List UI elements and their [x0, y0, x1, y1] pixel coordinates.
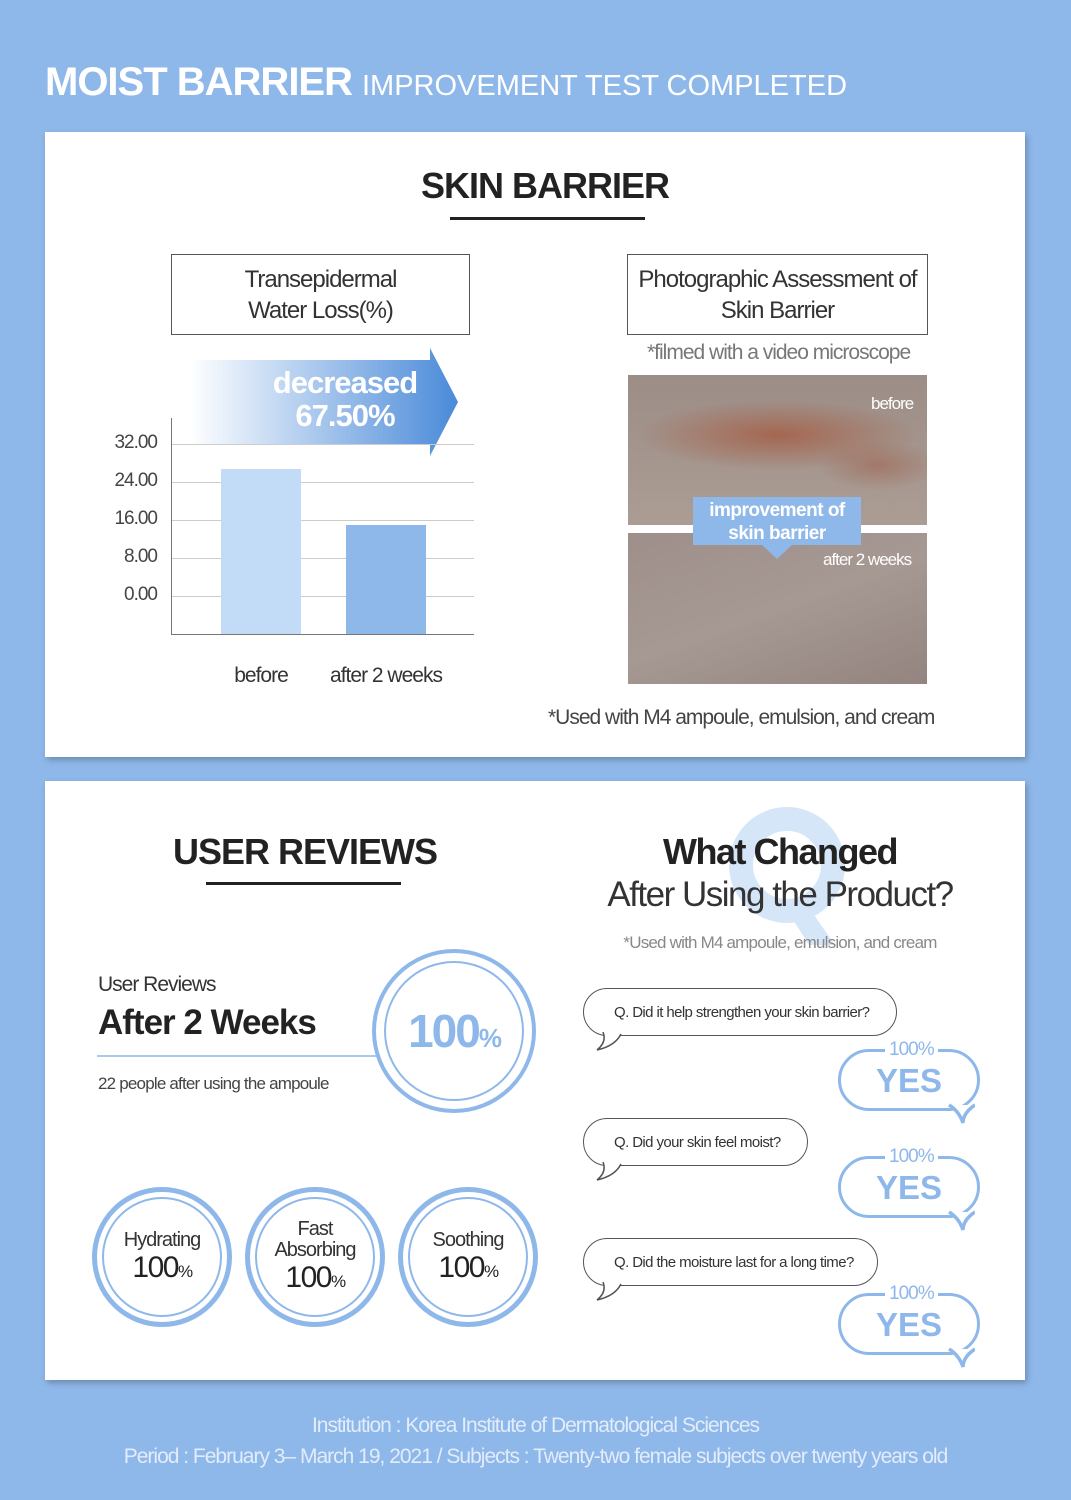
- badge-label: Fast: [297, 1218, 334, 1240]
- question-text: Q. Did it help strengthen your skin barr…: [614, 1003, 870, 1021]
- y-axis: [171, 418, 172, 635]
- survey-title-bold: What Changed: [663, 831, 898, 872]
- footer-period: Period : February 3– March 19, 2021 / Su…: [123, 1445, 949, 1468]
- photo-label-box: Photographic Assessment of Skin Barrier: [627, 254, 928, 335]
- gridline: [172, 444, 474, 445]
- arrow-line2: 67.50%: [295, 398, 395, 433]
- yes-text: YES: [875, 1306, 943, 1343]
- badge-pct: %: [483, 1261, 499, 1281]
- overall-value: 100: [408, 1005, 481, 1057]
- yes-text: YES: [875, 1062, 943, 1099]
- before-photo-label: before: [871, 394, 914, 413]
- x-label-before: before: [234, 664, 289, 687]
- badge-value: 100: [438, 1250, 485, 1284]
- overall-score: 100%: [408, 1004, 502, 1058]
- badge-label: Absorbing: [274, 1239, 356, 1261]
- reviews-people: 22 people after using the ampoule: [98, 1074, 329, 1093]
- reviews-title: USER REVIEWS: [172, 831, 438, 872]
- reviews-underline: [206, 882, 401, 885]
- photo-line2: Skin Barrier: [720, 296, 835, 324]
- yes-pct: 100%: [885, 1039, 938, 1061]
- photo-line1: Photographic Assessment of: [638, 265, 917, 293]
- reviews-period: After 2 Weeks: [98, 1003, 317, 1042]
- badge-score: 100%: [438, 1250, 499, 1285]
- y-tick-label: 24.00: [114, 470, 158, 491]
- yes-bubble: 100% YES: [838, 1283, 980, 1355]
- arrow-line1: decreased: [272, 365, 418, 400]
- question-text: Q. Did the moisture last for a long time…: [614, 1253, 854, 1271]
- x-axis: [171, 634, 474, 635]
- y-tick-label: 32.00: [114, 432, 158, 453]
- yes-tail-icon: [948, 1210, 975, 1231]
- yes-bubble: 100% YES: [838, 1146, 980, 1218]
- footer-institution: Institution : Korea Institute of Dermato…: [311, 1414, 760, 1437]
- survey-note: *Used with M4 ampoule, emulsion, and cre…: [623, 933, 937, 952]
- yes-text: YES: [875, 1169, 943, 1206]
- photo-note: *filmed with a video microscope: [647, 341, 911, 364]
- question-bubble: Q. Did the moisture last for a long time…: [583, 1238, 878, 1286]
- skin-barrier-card: SKIN BARRIER Transepidermal Water Loss(%)…: [45, 132, 1025, 757]
- title-underline: [450, 217, 645, 220]
- badge-line2: skin barrier: [728, 523, 826, 544]
- reviews-divider: [97, 1055, 377, 1057]
- decrease-arrow: [190, 348, 458, 456]
- gridline: [172, 558, 474, 559]
- overall-score-circle: 100%: [372, 949, 536, 1113]
- badge-circle: Hydrating 100%: [92, 1187, 232, 1327]
- question-text: Q. Did your skin feel moist?: [614, 1133, 781, 1151]
- badge-circle: Soothing 100%: [398, 1187, 538, 1327]
- yes-bubble: 100% YES: [838, 1039, 980, 1111]
- badge-arrow-icon: [762, 545, 792, 559]
- badge-score: 100%: [132, 1250, 193, 1285]
- gridline: [172, 596, 474, 597]
- user-reviews-card: USER REVIEWS User Reviews After 2 Weeks …: [45, 781, 1025, 1380]
- y-tick-label: 0.00: [124, 584, 158, 605]
- page-title: MOIST BARRIER IMPROVEMENT TEST COMPLETED: [45, 60, 847, 105]
- badge-pct: %: [177, 1261, 193, 1281]
- badge-value: 100: [132, 1250, 179, 1284]
- badge-pct: %: [330, 1272, 346, 1291]
- yes-pct: 100%: [885, 1146, 938, 1168]
- y-tick-label: 8.00: [124, 546, 158, 567]
- question-bubble: Q. Did your skin feel moist?: [583, 1118, 808, 1166]
- question-tail-icon: [596, 1162, 622, 1181]
- tewl-line2: Water Loss(%): [248, 296, 394, 324]
- gridline: [172, 520, 474, 521]
- question-bubble: Q. Did it help strengthen your skin barr…: [583, 988, 897, 1036]
- badge-value: 100: [285, 1261, 332, 1294]
- badge-label: Soothing: [432, 1228, 505, 1251]
- title-rest: IMPROVEMENT TEST COMPLETED: [362, 70, 848, 102]
- reviews-sub: User Reviews: [98, 973, 217, 996]
- badge-score: 100%: [285, 1261, 346, 1295]
- x-label-after: after 2 weeks: [330, 664, 443, 687]
- question-tail-icon: [596, 1282, 622, 1301]
- after-photo-label: after 2 weeks: [823, 550, 912, 569]
- y-tick-label: 16.00: [114, 508, 158, 529]
- question-tail-icon: [596, 1032, 622, 1051]
- yes-tail-icon: [948, 1103, 975, 1124]
- decrease-label: decreased 67.50%: [235, 366, 455, 432]
- yes-pct: 100%: [885, 1283, 938, 1305]
- badge-line1: improvement of: [709, 500, 845, 521]
- badge-circle: Fast Absorbing 100%: [245, 1187, 385, 1327]
- title-bold: MOIST BARRIER: [45, 60, 353, 104]
- gridline: [172, 482, 474, 483]
- tewl-label-box: Transepidermal Water Loss(%): [171, 254, 470, 335]
- bar-after: [346, 524, 426, 634]
- overall-pct: %: [478, 1023, 502, 1053]
- q-watermark-icon: [729, 807, 845, 945]
- badge-label: Hydrating: [123, 1228, 202, 1251]
- yes-tail-icon: [948, 1347, 975, 1368]
- improvement-badge: improvement of skin barrier: [693, 497, 861, 545]
- tewl-line1: Transepidermal: [244, 265, 398, 293]
- section-title: SKIN BARRIER: [420, 165, 670, 206]
- survey-title-rest: After Using the Product?: [607, 875, 954, 914]
- bar-before: [221, 469, 301, 634]
- used-note: *Used with M4 ampoule, emulsion, and cre…: [548, 706, 935, 729]
